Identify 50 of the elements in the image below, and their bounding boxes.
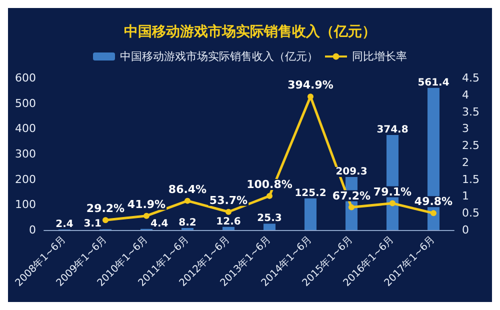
point (430, 210, 436, 216)
point (184, 198, 190, 204)
y2-tick-label: 1.5 (462, 172, 480, 186)
data-label: 8.2 (178, 217, 196, 228)
y-tick-label: 100 (15, 198, 36, 212)
data-label: 209.3 (336, 166, 368, 178)
y2-tick-label: 4 (462, 88, 469, 102)
data-label: 561.4 (418, 77, 450, 88)
data-label: 394.9% (288, 78, 334, 92)
data-label: 125.2 (294, 188, 326, 199)
y-tick-label: 400 (15, 122, 36, 136)
point (348, 204, 354, 210)
data-label: 374.8 (376, 124, 408, 136)
data-label: 49.8% (414, 195, 453, 208)
data-label: 100.8% (246, 178, 292, 191)
legend-label: 中国移动游戏市场实际销售收入（亿元） (120, 50, 318, 63)
data-label: 29.2% (86, 202, 125, 216)
data-label: 86.4% (168, 182, 207, 196)
bar (264, 224, 276, 230)
y2-tick-label: 2 (462, 156, 469, 169)
data-label: 3.1 (84, 218, 102, 230)
legend-label: 同比增长率 (352, 50, 407, 63)
point (390, 200, 396, 206)
data-label: 67.2% (332, 189, 371, 202)
data-label: 2.4 (56, 218, 74, 230)
data-label: 41.9% (127, 198, 166, 211)
y2-tick-label: 4.5 (462, 72, 480, 84)
y-tick-label: 500 (15, 96, 36, 110)
point (226, 208, 232, 215)
point (144, 212, 150, 219)
data-label: 4.4 (150, 218, 168, 230)
y2-tick-label: 0 (462, 224, 469, 236)
data-label: 12.6 (216, 216, 241, 228)
point (102, 217, 108, 224)
y-tick-label: 300 (15, 148, 36, 160)
bar (222, 226, 234, 230)
bar (304, 198, 316, 230)
y2-tick-label: 3 (462, 122, 469, 136)
point (266, 192, 272, 199)
y-tick-label: 0 (29, 224, 36, 236)
y-tick-label: 600 (15, 72, 36, 84)
y2-tick-label: 2.5 (462, 139, 480, 152)
y2-tick-label: 0.5 (462, 206, 480, 220)
chart-title: 中国移动游戏市场实际销售收入（亿元） (124, 23, 376, 40)
y2-tick-label: 3.5 (462, 105, 480, 118)
data-label: 53.7% (209, 194, 248, 207)
y-tick-label: 200 (15, 172, 36, 186)
y2-tick-label: 1 (462, 190, 469, 203)
data-label: 25.3 (257, 213, 282, 224)
data-label: 79.1% (373, 185, 412, 198)
